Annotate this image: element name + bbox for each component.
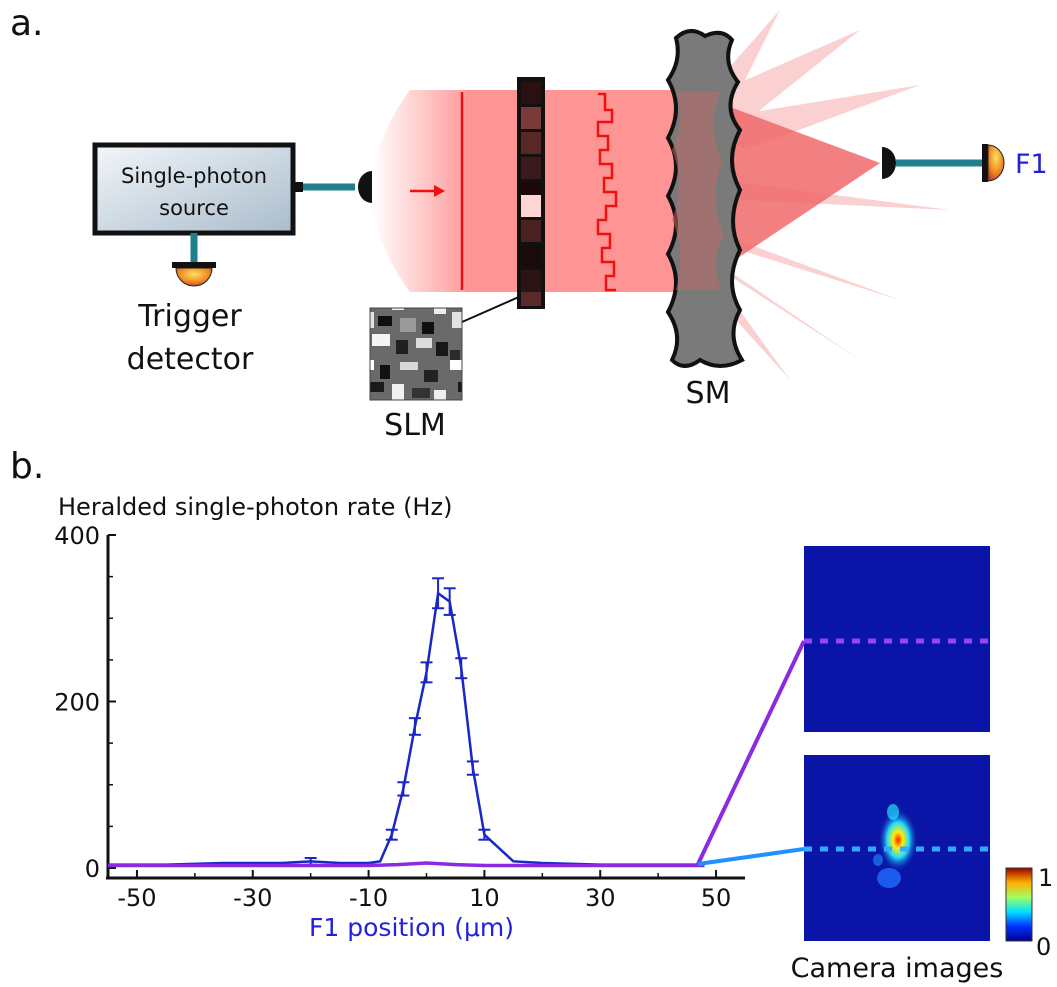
output-collimator-icon	[882, 147, 896, 179]
focused-series-line	[108, 591, 705, 866]
x-tick-label: 10	[469, 884, 500, 912]
x-tick-label: -50	[117, 884, 156, 912]
x-axis-label: F1 position (μm)	[309, 913, 514, 942]
colorbar-max-label: 1	[1038, 864, 1053, 892]
link-to-focused-image	[697, 847, 805, 866]
camera-images-caption: Camera images	[791, 953, 1004, 984]
f1-label: F1	[1015, 149, 1048, 180]
source-label-line2: source	[159, 196, 229, 220]
source-output-port	[293, 182, 303, 192]
x-tick-label: -30	[233, 884, 272, 912]
link-to-unfocused-image	[696, 640, 806, 865]
panel-a-label: a.	[10, 3, 44, 44]
source-label-line1: Single-photon	[121, 164, 267, 188]
y-tick-label: 400	[54, 522, 100, 550]
input-collimator-icon	[358, 171, 372, 203]
rate-chart: 0 200 400 -50 -30 -10 10 30 50 F1 position (μm)	[54, 522, 745, 942]
slm-pixel-column	[517, 77, 545, 309]
panel-b-label: b.	[10, 446, 44, 487]
x-tick-label: -10	[349, 884, 388, 912]
y-tick-label: 0	[85, 855, 100, 883]
slm-label: SLM	[384, 408, 446, 443]
sm-label: SM	[686, 376, 731, 411]
trigger-detector-icon	[172, 262, 216, 287]
colorbar-min-label: 0	[1036, 933, 1051, 961]
f1-detector-icon	[982, 144, 1005, 182]
x-tick-label: 30	[585, 884, 616, 912]
scattering-medium-overlap	[672, 92, 724, 290]
trigger-label-line1: Trigger	[137, 299, 242, 334]
slm-callout-line	[461, 295, 522, 323]
x-tick-label: 50	[701, 884, 732, 912]
shaped-wavefront	[596, 92, 618, 292]
collimated-beam	[465, 90, 685, 292]
single-photon-source: Single-photon source	[92, 142, 296, 236]
colorbar	[1005, 867, 1033, 942]
y-tick-label: 200	[54, 689, 100, 717]
trigger-label-line2: detector	[127, 342, 254, 377]
slm-phase-pattern-image	[369, 307, 463, 401]
chart-title: Heralded single-photon rate (Hz)	[58, 493, 452, 521]
unfocused-series-line	[108, 861, 705, 868]
propagation-arrow-icon	[410, 185, 445, 197]
camera-image-unfocused	[804, 546, 990, 732]
focused-speckle	[873, 804, 918, 888]
